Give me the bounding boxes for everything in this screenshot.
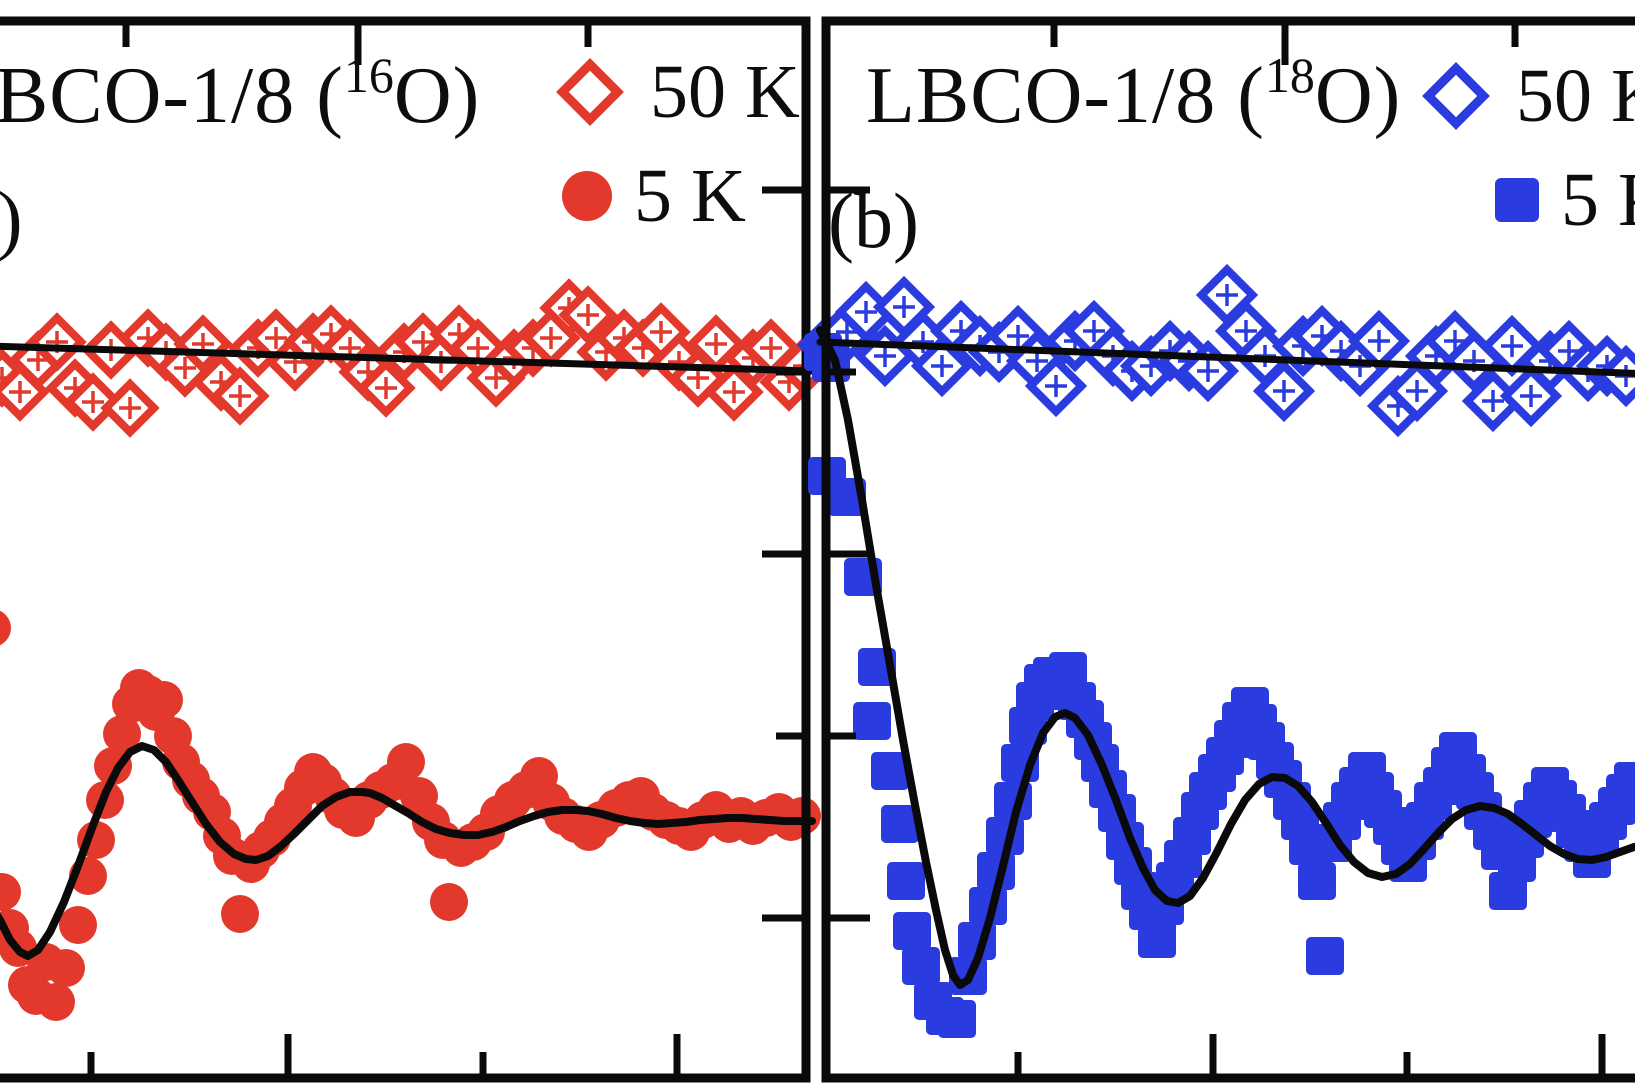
panel-b-marker-5k — [902, 947, 940, 985]
panel-a-title: LBCO-1/8 (16O) — [0, 50, 480, 136]
panel-a-marker-5k — [0, 873, 21, 911]
panel-a-5K-fit-damped-oscillation — [0, 742, 816, 960]
panel-b-title-suffix: O) — [1314, 52, 1402, 140]
panel-a-marker-5k — [145, 681, 183, 719]
panel-a-marker-5k — [59, 906, 97, 944]
open-diamond-icon — [556, 58, 624, 126]
filled-circle-icon — [562, 171, 612, 221]
panel-b-marker-5k — [881, 805, 919, 843]
panel-a-letter: (a) — [0, 180, 23, 258]
panel-b-title-prefix: LBCO-1/8 ( — [866, 52, 1265, 140]
panel-a-marker-5k — [221, 895, 259, 933]
panel-a-isotope-superscript: 16 — [343, 47, 394, 103]
panel-a-marker-5k — [0, 610, 11, 646]
panel-b-marker-5k — [893, 912, 931, 950]
panel-b-5K-fit-damped-oscillation — [816, 326, 1635, 989]
panel-b-marker-5k — [853, 702, 891, 740]
panel-b-marker-5k — [1049, 652, 1087, 690]
open-diamond-icon — [1422, 62, 1490, 130]
panel-b-marker-5k — [871, 752, 909, 790]
panel-a-legend-5k: 5 K — [562, 158, 746, 234]
filled-square-icon — [1495, 178, 1539, 222]
panel-b-title: LBCO-1/8 (18O) — [866, 50, 1401, 136]
panel-b-marker-5k — [1306, 937, 1344, 975]
panel-b-marker-5k — [1298, 862, 1336, 900]
panel-a-marker-5k — [47, 949, 85, 987]
panel-a-legend-50k-label: 50 K — [650, 50, 800, 134]
panel-a-marker-5k — [430, 883, 468, 921]
panel-b-legend-50k: 50 K — [1418, 58, 1635, 134]
panel-a-marker-5k — [37, 983, 75, 1021]
panel-a-marker-5k — [387, 743, 425, 781]
panel-b-legend-5k-label: 5 K — [1561, 158, 1635, 242]
panel-a-legend-5k-label: 5 K — [634, 154, 746, 238]
panel-b-marker-5k — [887, 862, 925, 900]
panel-a-title-suffix: O) — [393, 52, 481, 140]
panel-b-marker-5k — [1614, 762, 1635, 800]
panel-b-letter: (b) — [828, 177, 919, 264]
panel-a-frame — [0, 16, 811, 1083]
panel-b-legend-50k-label: 50 K — [1516, 54, 1635, 138]
panel-b-legend-5k: 5 K — [1492, 162, 1635, 238]
panel-b-isotope-superscript: 18 — [1264, 47, 1315, 103]
panel-b-marker-5k — [1138, 920, 1176, 958]
panel-b-frame — [821, 16, 1635, 1083]
panel-a-50K-fit-line — [0, 342, 816, 375]
panel-a-legend-50k: 50 K — [552, 54, 800, 130]
panel-a-title-prefix: LBCO-1/8 ( — [0, 52, 344, 140]
panel-b-50K-fit-line — [816, 338, 1635, 377]
panel-a-marker-5k — [103, 715, 141, 753]
panel-b-marker-5k — [938, 1000, 976, 1038]
